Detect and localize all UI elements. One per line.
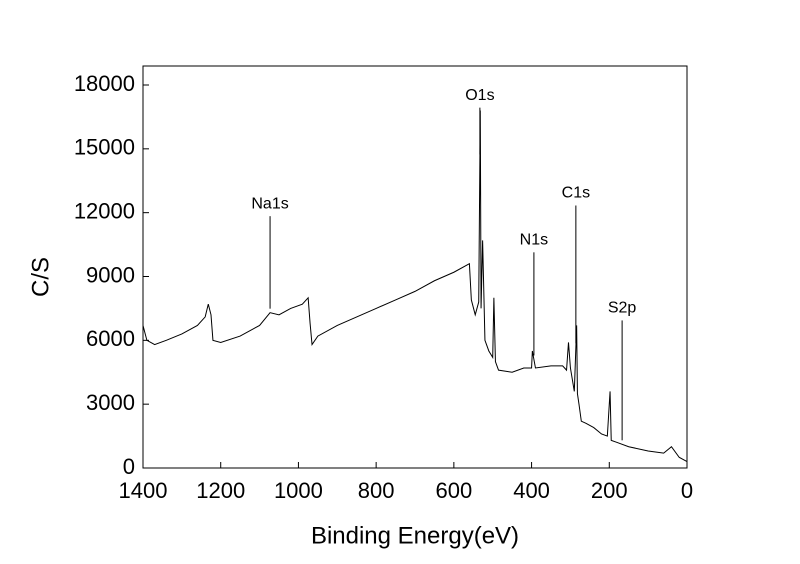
y-axis-label: C/S (27, 257, 54, 297)
x-tick-label: 1000 (274, 478, 323, 503)
y-tick-label: 15000 (74, 135, 135, 160)
x-tick-label: 0 (681, 478, 693, 503)
x-tick-label: 400 (513, 478, 550, 503)
y-tick-label: 0 (123, 454, 135, 479)
x-tick-label: 1400 (119, 478, 168, 503)
peak-label: N1s (520, 232, 548, 249)
x-axis-label: Binding Energy(eV) (311, 522, 519, 549)
y-tick-label: 12000 (74, 198, 135, 223)
peak-label: S2p (608, 300, 637, 317)
peak-label: O1s (465, 87, 494, 104)
spectrum-line (142, 110, 688, 463)
x-tick-label: 1200 (196, 478, 245, 503)
plot-frame (142, 65, 688, 469)
x-tick-label: 800 (358, 478, 395, 503)
y-tick-label: 6000 (86, 326, 135, 351)
peak-label: Na1s (251, 195, 288, 212)
x-tick-label: 200 (591, 478, 628, 503)
y-tick-label: 3000 (86, 390, 135, 415)
y-tick-label: 9000 (86, 262, 135, 287)
x-tick-label: 600 (435, 478, 472, 503)
peak-label: C1s (562, 185, 590, 202)
y-tick-label: 18000 (74, 71, 135, 96)
